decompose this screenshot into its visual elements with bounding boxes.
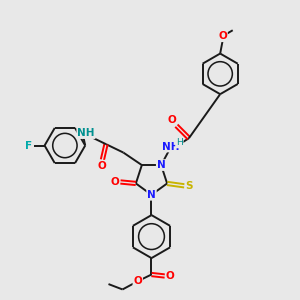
Text: S: S: [185, 181, 193, 191]
Text: O: O: [218, 31, 227, 41]
Text: O: O: [98, 161, 106, 171]
Text: O: O: [111, 177, 119, 187]
Text: H: H: [176, 139, 183, 148]
Text: NH: NH: [162, 142, 180, 152]
Text: N: N: [157, 160, 166, 170]
Text: O: O: [167, 115, 176, 125]
Text: F: F: [26, 140, 33, 151]
Text: O: O: [166, 271, 174, 281]
Text: O: O: [134, 276, 142, 286]
Text: NH: NH: [77, 128, 95, 138]
Text: N: N: [147, 190, 156, 200]
